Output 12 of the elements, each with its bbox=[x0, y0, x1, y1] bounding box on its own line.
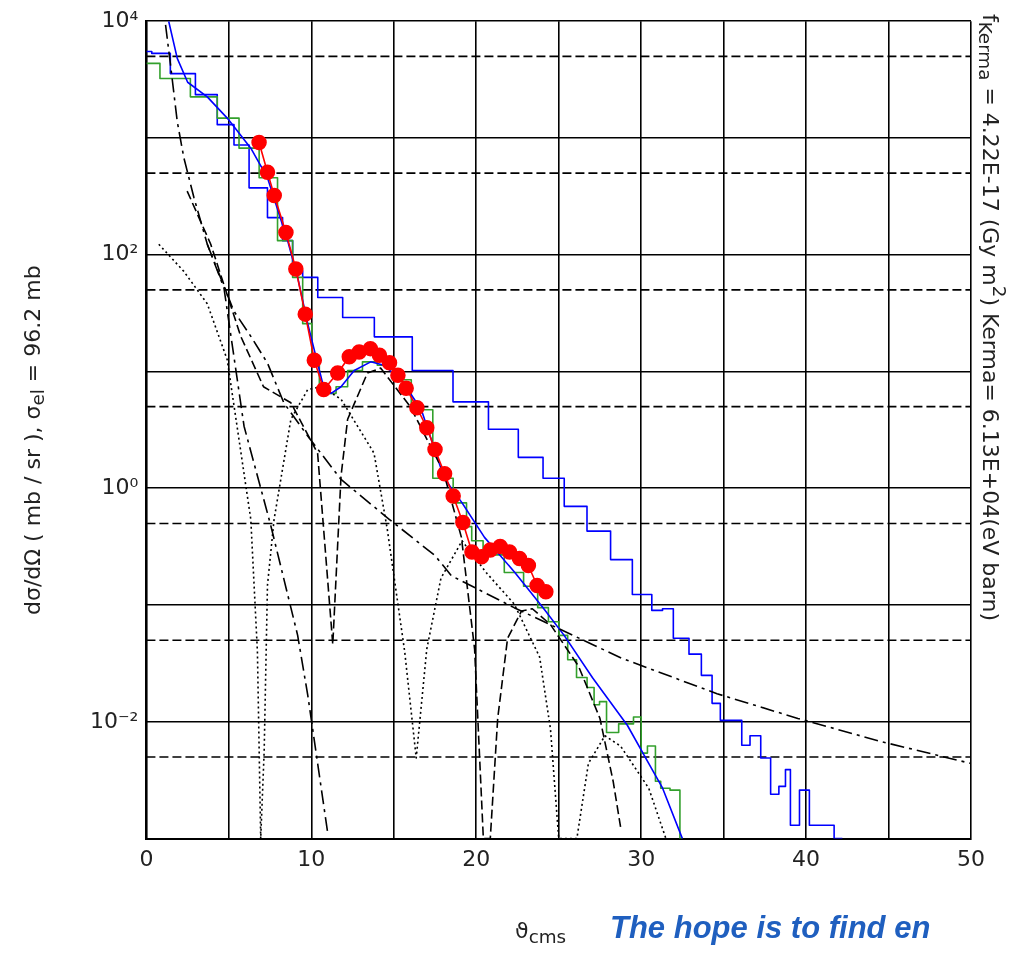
x-tick-label: 20 bbox=[462, 845, 491, 871]
x-tick-label: 0 bbox=[139, 845, 154, 871]
y-tick-label: 10² bbox=[101, 240, 139, 266]
y-tick-label: 10⁴ bbox=[101, 6, 139, 32]
y-tick-label: 10⁰ bbox=[101, 474, 139, 499]
y-tick-label: 10⁻² bbox=[89, 707, 139, 733]
x-tick-label: 10 bbox=[297, 845, 326, 871]
x-axis-title: ϑ$_{cms}$ bbox=[515, 918, 567, 948]
x-tick-label: 30 bbox=[627, 845, 656, 871]
x-tick-label: 50 bbox=[957, 845, 985, 871]
text: The hope is to find en bbox=[610, 910, 931, 946]
x-tick-label: 40 bbox=[792, 845, 821, 871]
